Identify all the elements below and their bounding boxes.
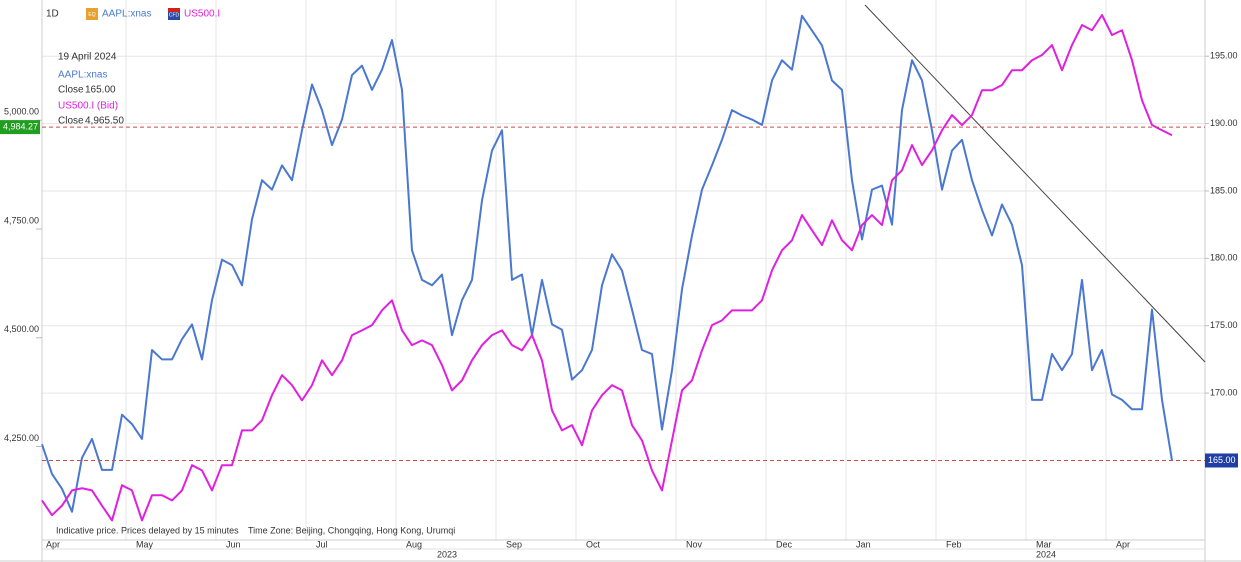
- x-tick-label: Nov: [686, 539, 703, 549]
- y2-tick-label: 180.00: [1210, 253, 1238, 263]
- x-tick-label: Apr: [46, 539, 60, 549]
- tooltip-value: 165.00: [85, 85, 116, 96]
- x-tick-label: Apr: [1116, 539, 1130, 549]
- marks: [41, 14, 1173, 522]
- year-label: 2023: [437, 549, 457, 559]
- tooltip-label: Close: [58, 116, 84, 127]
- trend-line: [864, 4, 1206, 363]
- marker-box: [0, 120, 40, 135]
- x-tick-label: Jan: [856, 539, 871, 549]
- y2-tick-label: 170.00: [1210, 387, 1238, 397]
- tooltip-value: 4,965.50: [85, 116, 124, 127]
- series-line: [41, 14, 1173, 513]
- y-tick-label: 4,250.00: [4, 433, 39, 443]
- x-tick-label: May: [136, 539, 154, 549]
- y-tick-label: 5,000.00: [4, 107, 39, 117]
- y2-tick-label: 195.00: [1210, 51, 1238, 61]
- timeframe: 1D: [46, 9, 59, 20]
- x-tick-label: Feb: [946, 539, 962, 549]
- timezone: Time Zone: Beijing, Chongqing, Hong Kong…: [248, 525, 455, 535]
- legend-badge: CFD: [169, 12, 180, 18]
- y2-tick-label: 190.00: [1210, 118, 1238, 128]
- x-tick-label: Oct: [586, 539, 601, 549]
- legend-badge: EQ: [88, 12, 95, 18]
- legend-badge-bg: [86, 8, 98, 20]
- marker-box: [1205, 453, 1238, 468]
- y2-tick-label: 185.00: [1210, 185, 1238, 195]
- x-tick-label: Jul: [316, 539, 328, 549]
- x-tick-label: Dec: [776, 539, 793, 549]
- y-tick-label: 4,750.00: [4, 215, 39, 225]
- x-tick-label: Sep: [506, 539, 522, 549]
- notice: Indicative price. Prices delayed by 15 m…: [56, 525, 239, 535]
- legend-entry: AAPL:xnas: [102, 9, 151, 20]
- tooltip-name: US500.I (Bid): [58, 101, 118, 112]
- tooltip-date: 19 April 2024: [58, 52, 117, 63]
- marker-label: 165.00: [1208, 455, 1236, 465]
- legend-entry: US500.I: [184, 9, 220, 20]
- series-line: [41, 14, 1173, 522]
- legend-badge-stripe: [168, 8, 180, 12]
- x-tick-label: Aug: [406, 539, 422, 549]
- tooltip-label: Close: [58, 85, 84, 96]
- tooltip-name: AAPL:xnas: [58, 70, 107, 81]
- x-tick-label: Jun: [226, 539, 241, 549]
- grid: [42, 0, 1205, 540]
- y-tick-label: 4,500.00: [4, 324, 39, 334]
- y2-tick-label: 175.00: [1210, 320, 1238, 330]
- year-label: 2024: [1036, 549, 1056, 559]
- x-tick-label: Mar: [1036, 539, 1052, 549]
- marker-label: 4,984.27: [3, 121, 38, 131]
